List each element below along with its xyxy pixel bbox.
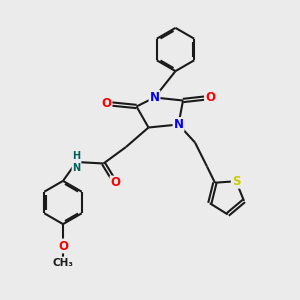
Text: N: N [149, 91, 160, 104]
Text: H
N: H N [72, 151, 81, 173]
Text: O: O [110, 176, 121, 190]
Text: CH₃: CH₃ [52, 257, 74, 268]
Text: S: S [232, 175, 240, 188]
Text: O: O [205, 91, 215, 104]
Text: N: N [173, 118, 184, 131]
Text: O: O [58, 239, 68, 253]
Text: O: O [101, 97, 112, 110]
